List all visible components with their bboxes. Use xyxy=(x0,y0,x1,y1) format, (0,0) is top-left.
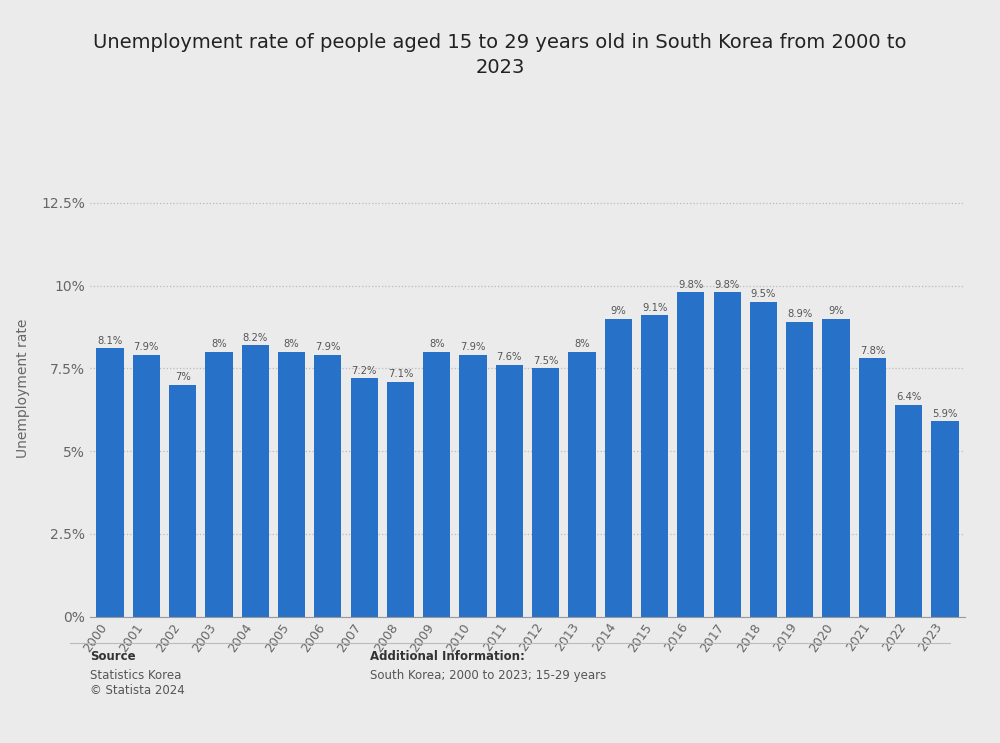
Text: 7.2%: 7.2% xyxy=(351,366,377,376)
Text: Unemployment rate of people aged 15 to 29 years old in South Korea from 2000 to
: Unemployment rate of people aged 15 to 2… xyxy=(93,33,907,77)
Bar xyxy=(496,365,523,617)
Bar xyxy=(169,385,196,617)
Bar xyxy=(641,315,668,617)
Text: 8.9%: 8.9% xyxy=(787,309,812,319)
Text: 7%: 7% xyxy=(175,372,190,382)
Text: 9%: 9% xyxy=(610,306,626,316)
Text: 8.2%: 8.2% xyxy=(243,333,268,343)
Text: 8%: 8% xyxy=(284,339,299,349)
Bar xyxy=(205,351,233,617)
Text: South Korea; 2000 to 2023; 15-29 years: South Korea; 2000 to 2023; 15-29 years xyxy=(370,669,606,681)
Bar xyxy=(605,319,632,617)
Text: 9.5%: 9.5% xyxy=(751,290,776,299)
Text: 7.9%: 7.9% xyxy=(134,343,159,352)
Text: 8%: 8% xyxy=(429,339,445,349)
Bar xyxy=(568,351,596,617)
Bar xyxy=(532,369,559,617)
Bar xyxy=(423,351,450,617)
Text: 9.1%: 9.1% xyxy=(642,302,667,313)
Bar xyxy=(714,292,741,617)
Bar xyxy=(242,345,269,617)
Bar xyxy=(387,382,414,617)
Bar xyxy=(459,355,487,617)
Text: 7.9%: 7.9% xyxy=(315,343,340,352)
Bar xyxy=(96,348,124,617)
Text: 7.8%: 7.8% xyxy=(860,345,885,356)
Bar xyxy=(822,319,850,617)
Bar xyxy=(786,322,813,617)
Bar xyxy=(133,355,160,617)
Text: 8%: 8% xyxy=(211,339,227,349)
Bar xyxy=(677,292,704,617)
Bar xyxy=(931,421,959,617)
Text: 8%: 8% xyxy=(574,339,590,349)
Text: 7.5%: 7.5% xyxy=(533,356,558,366)
Bar xyxy=(895,405,922,617)
Text: 7.1%: 7.1% xyxy=(388,369,413,379)
Bar xyxy=(278,351,305,617)
Text: 8.1%: 8.1% xyxy=(97,336,123,345)
Text: Additional Information:: Additional Information: xyxy=(370,650,525,663)
Text: 7.6%: 7.6% xyxy=(497,352,522,363)
Y-axis label: Unemployment rate: Unemployment rate xyxy=(16,319,30,458)
Text: 7.9%: 7.9% xyxy=(460,343,486,352)
Text: 9.8%: 9.8% xyxy=(715,279,740,290)
Bar xyxy=(351,378,378,617)
Text: Source: Source xyxy=(90,650,136,663)
Text: 9.8%: 9.8% xyxy=(678,279,704,290)
Text: 9%: 9% xyxy=(828,306,844,316)
Text: 5.9%: 5.9% xyxy=(932,409,958,418)
Bar xyxy=(314,355,341,617)
Bar xyxy=(859,358,886,617)
Text: Statistics Korea
© Statista 2024: Statistics Korea © Statista 2024 xyxy=(90,669,185,697)
Bar xyxy=(750,302,777,617)
Text: 6.4%: 6.4% xyxy=(896,392,921,402)
